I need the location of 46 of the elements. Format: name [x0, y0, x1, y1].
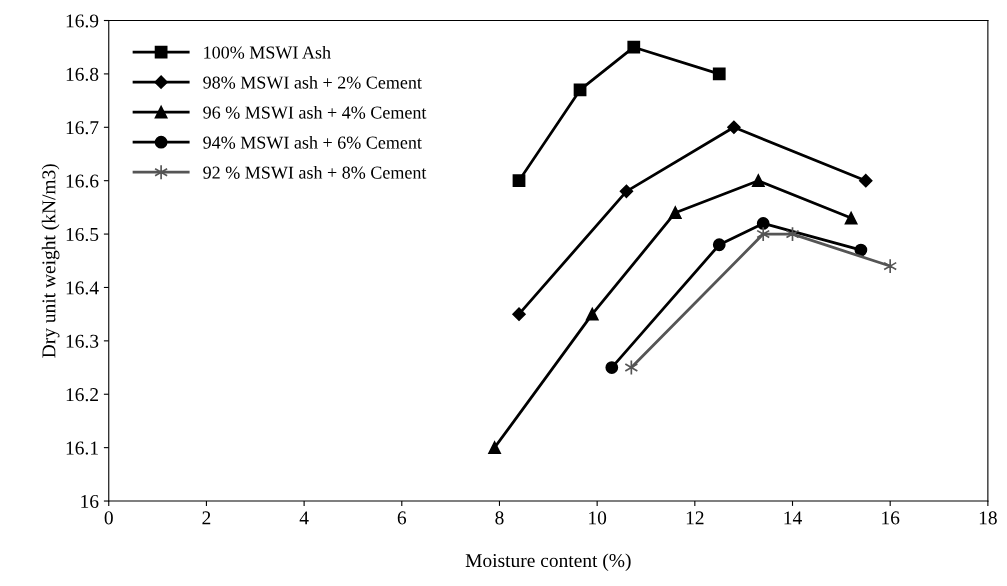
x-tick-label: 4 — [299, 511, 309, 525]
x-tick-label: 16 — [882, 511, 900, 525]
x-axis-title: Moisture content (%) — [465, 553, 631, 572]
y-tick-label: 16.6 — [66, 174, 99, 188]
point — [844, 211, 858, 225]
x-tick-label: 6 — [397, 511, 407, 525]
point — [751, 174, 765, 188]
point — [573, 83, 587, 97]
point — [512, 174, 526, 188]
y-tick-label: 16 — [81, 494, 99, 508]
y-tick-label: 16.3 — [66, 334, 99, 348]
point — [712, 238, 726, 252]
point — [756, 226, 771, 242]
y-tick-label: 16.9 — [66, 14, 99, 28]
legend-label: 98% MSWI ash + 2% Cement — [203, 75, 422, 89]
x-tick-label: 12 — [686, 511, 704, 525]
x-tick-label: 10 — [589, 511, 607, 525]
x-tick-label: 14 — [784, 511, 802, 525]
point — [627, 40, 641, 54]
legend-label: 100% MSWI Ash — [204, 45, 331, 59]
x-tick-label: 2 — [202, 511, 211, 525]
point — [488, 441, 501, 455]
point — [727, 120, 741, 135]
legend-label: 92 % MSWI ash + 8% Cement — [203, 166, 427, 179]
point — [585, 307, 599, 321]
legend-label: 94% MSWI ash + 6% Cement — [203, 135, 422, 149]
point — [854, 243, 868, 257]
point — [883, 258, 898, 274]
y-axis-title: Dry unit weight (kN/m3) — [41, 164, 60, 358]
point — [756, 217, 770, 230]
point — [668, 206, 682, 220]
x-tick-label: 8 — [495, 511, 504, 525]
point — [712, 67, 726, 81]
y-tick-label: 16.4 — [66, 281, 99, 295]
x-tick-label: 0 — [104, 511, 113, 525]
point — [605, 361, 619, 374]
point — [859, 173, 873, 188]
y-tick-label: 16.2 — [66, 388, 98, 402]
y-tick-label: 16.1 — [66, 441, 98, 455]
y-tick-label: 16.8 — [66, 67, 99, 81]
y-tick-label: 16.5 — [66, 227, 99, 242]
point — [619, 184, 634, 199]
point — [512, 307, 526, 321]
y-tick-label: 16.7 — [66, 121, 99, 135]
legend-label: 96 % MSWI ash + 4% Cement — [203, 105, 427, 119]
x-tick-label: 18 — [979, 511, 997, 525]
